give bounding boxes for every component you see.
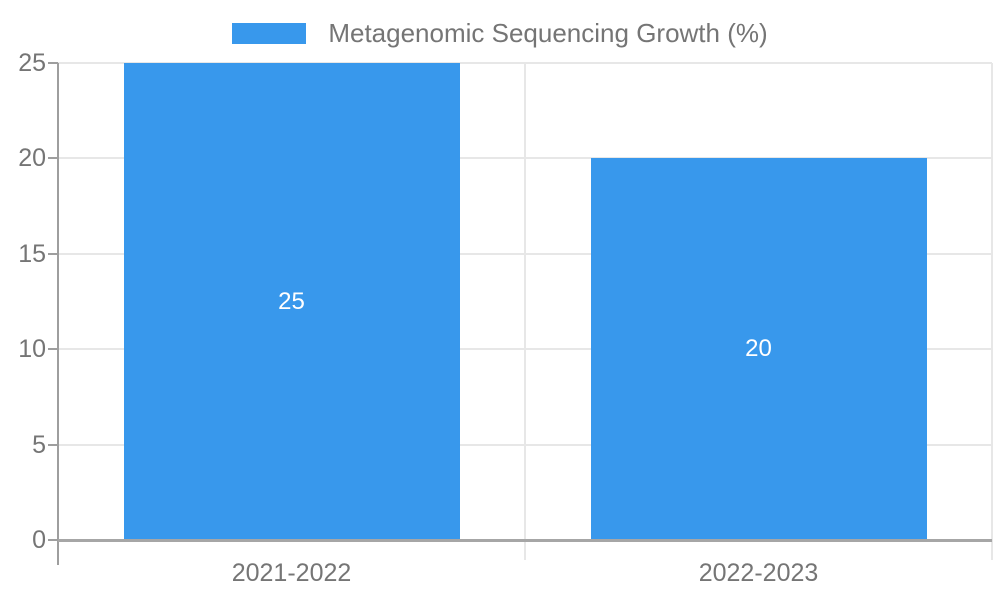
- x-gridline: [991, 63, 993, 560]
- legend: Metagenomic Sequencing Growth (%): [0, 16, 1000, 50]
- y-tick-mark: [48, 157, 58, 160]
- legend-label: Metagenomic Sequencing Growth (%): [328, 17, 768, 48]
- y-tick-label: 0: [32, 526, 46, 554]
- x-tick-label: 2022-2023: [698, 559, 819, 587]
- y-tick-mark: [48, 252, 58, 255]
- bar-value-label: 20: [745, 335, 772, 363]
- y-tick-mark: [48, 443, 58, 446]
- x-gridline: [524, 63, 526, 560]
- y-tick-mark: [48, 348, 58, 351]
- x-tick-label: 2021-2022: [231, 559, 352, 587]
- y-tick-label: 25: [18, 49, 46, 77]
- y-tick-label: 15: [18, 239, 46, 268]
- y-tick-mark: [48, 539, 58, 541]
- y-tick-label: 5: [32, 430, 46, 459]
- y-axis-line: [57, 63, 59, 565]
- bar: 25: [123, 63, 460, 540]
- y-tick-label: 10: [18, 335, 46, 364]
- legend-swatch: [232, 22, 307, 44]
- bar: 20: [590, 158, 927, 540]
- x-axis-line: [58, 539, 992, 542]
- bar-value-label: 25: [278, 287, 305, 315]
- y-tick-label: 20: [18, 144, 46, 173]
- y-tick-mark: [48, 62, 58, 64]
